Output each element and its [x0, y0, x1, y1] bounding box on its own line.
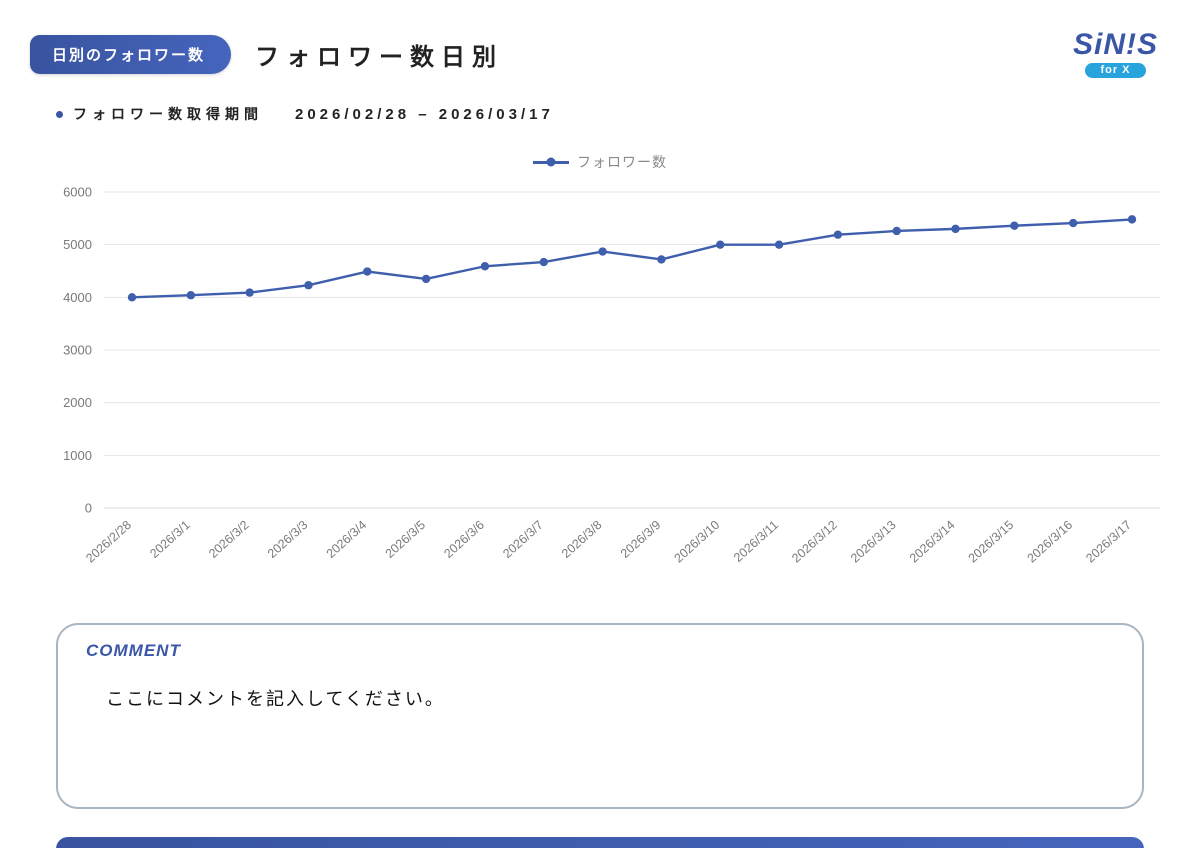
svg-text:2026/3/13: 2026/3/13 — [848, 518, 899, 566]
svg-text:3000: 3000 — [63, 343, 92, 358]
sinis-logo: SiN!S for X — [1073, 30, 1158, 78]
follower-line-chart[interactable]: 0 1000 2000 3000 4000 5000 6000 2026/2/28 2026/3… — [42, 178, 1170, 606]
svg-text:5000: 5000 — [63, 237, 92, 252]
legend-label: フォロワー数 — [577, 154, 667, 170]
period-value: 2026/02/28 – 2026/03/17 — [295, 105, 554, 123]
comment-box[interactable]: COMMENT ここにコメントを記入してください。 — [56, 623, 1144, 809]
comment-label: COMMENT — [86, 641, 181, 660]
svg-text:2026/3/5: 2026/3/5 — [383, 518, 429, 561]
svg-text:2026/3/4: 2026/3/4 — [324, 518, 370, 561]
svg-text:6000: 6000 — [63, 185, 92, 200]
page-header: 日別のフォロワー数 フォロワー数日別 SiN!S for X — [0, 30, 1200, 78]
sinis-for-x-badge: for X — [1085, 63, 1146, 78]
svg-text:2026/3/1: 2026/3/1 — [147, 518, 193, 561]
svg-text:2026/3/8: 2026/3/8 — [559, 518, 605, 561]
svg-text:2026/3/9: 2026/3/9 — [618, 518, 664, 561]
svg-text:0: 0 — [85, 501, 92, 516]
bullet-dot-icon — [56, 110, 63, 118]
legend-line-marker-icon — [533, 157, 569, 167]
page-title: フォロワー数日別 — [255, 43, 504, 71]
svg-text:2026/3/6: 2026/3/6 — [441, 518, 487, 561]
svg-text:2026/3/7: 2026/3/7 — [500, 518, 546, 561]
period-row: フォロワー数取得期間 2026/02/28 – 2026/03/17 — [56, 104, 1200, 124]
svg-text:2026/3/16: 2026/3/16 — [1024, 518, 1075, 566]
svg-text:2026/3/15: 2026/3/15 — [966, 518, 1017, 566]
svg-text:2026/3/11: 2026/3/11 — [731, 518, 781, 565]
svg-text:2026/3/2: 2026/3/2 — [206, 518, 252, 561]
svg-text:1000: 1000 — [63, 448, 92, 463]
next-section-header-partial — [56, 837, 1144, 848]
svg-text:2026/3/3: 2026/3/3 — [265, 518, 311, 561]
period-label: フォロワー数取得期間 — [73, 106, 263, 122]
chart-area[interactable]: 0 1000 2000 3000 4000 5000 6000 2026/2/28 2026/3… — [42, 178, 1170, 611]
svg-text:2026/3/14: 2026/3/14 — [907, 518, 958, 566]
section-badge: 日別のフォロワー数 — [30, 34, 232, 74]
svg-text:2026/3/10: 2026/3/10 — [672, 518, 723, 566]
svg-text:2000: 2000 — [63, 395, 92, 410]
sinis-logo-text: SiN!S — [1072, 28, 1158, 61]
chart-legend: フォロワー数 — [0, 152, 1200, 172]
svg-text:2026/2/28: 2026/2/28 — [83, 518, 134, 566]
svg-text:2026/3/12: 2026/3/12 — [789, 518, 840, 566]
comment-text[interactable]: ここにコメントを記入してください。 — [106, 689, 445, 709]
svg-text:4000: 4000 — [63, 290, 92, 305]
svg-text:2026/3/17: 2026/3/17 — [1083, 518, 1134, 566]
